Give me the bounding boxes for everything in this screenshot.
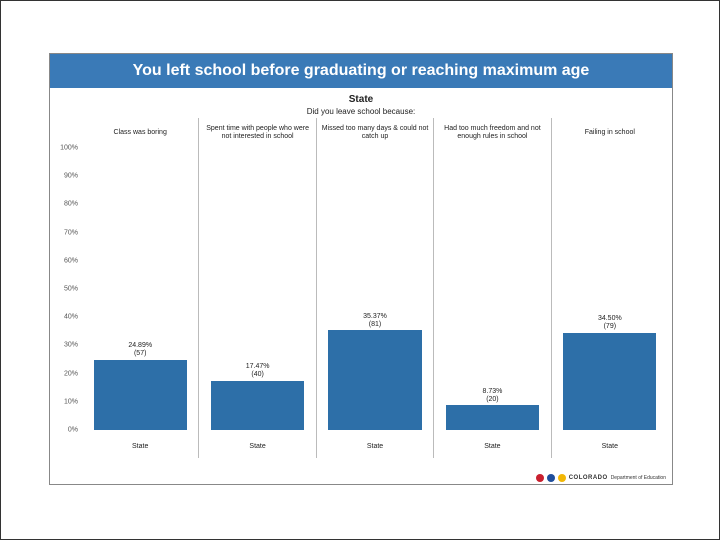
bar <box>211 381 304 430</box>
x-axis-label: State <box>552 443 668 450</box>
y-axis: 0%10%20%30%40%50%60%70%80%90%100% <box>50 148 82 430</box>
y-tick: 10% <box>64 398 78 405</box>
subtitle: State <box>50 88 672 107</box>
panel-header: Class was boring <box>84 118 196 148</box>
panel-plot: 34.50%(79) <box>552 148 668 430</box>
y-tick: 20% <box>64 370 78 377</box>
bar-value-label: 8.73%(20) <box>434 388 550 403</box>
chart-panel: Failing in school 34.50%(79) State <box>551 118 668 458</box>
page-title: You left school before graduating or rea… <box>133 62 590 79</box>
x-axis-label: State <box>199 443 315 450</box>
bar <box>328 330 421 430</box>
bar-value-label: 35.37%(81) <box>317 313 433 328</box>
y-tick: 100% <box>60 145 78 152</box>
bar <box>446 405 539 430</box>
chart-panel: Missed too many days & could not catch u… <box>316 118 433 458</box>
y-tick: 50% <box>64 286 78 293</box>
panels-container: Class was boring 24.89%(57) State Spent tim… <box>82 118 668 458</box>
panel-plot: 17.47%(40) <box>199 148 315 430</box>
y-tick: 60% <box>64 257 78 264</box>
question-text: Did you leave school because: <box>50 107 672 118</box>
x-axis-label: State <box>434 443 550 450</box>
chart-panel: Class was boring 24.89%(57) State <box>82 118 198 458</box>
y-tick: 40% <box>64 314 78 321</box>
panel-plot: 35.37%(81) <box>317 148 433 430</box>
logo-dot-red <box>536 474 544 482</box>
y-tick: 0% <box>68 427 78 434</box>
logo-dot-blue <box>547 474 555 482</box>
title-bar: You left school before graduating or rea… <box>50 54 672 88</box>
panel-plot: 24.89%(57) <box>82 148 198 430</box>
bar-value-label: 24.89%(57) <box>82 342 198 357</box>
x-axis-label: State <box>317 443 433 450</box>
bar <box>94 360 187 430</box>
footer-branding: COLORADO Department of Education <box>536 474 666 482</box>
bar <box>563 333 656 430</box>
footer-dept: Department of Education <box>611 475 666 481</box>
report-card: You left school before graduating or rea… <box>49 53 673 485</box>
footer-org: COLORADO <box>569 475 608 481</box>
bar-value-label: 34.50%(79) <box>552 315 668 330</box>
x-axis-label: State <box>82 443 198 450</box>
panel-header: Spent time with people who were not inte… <box>201 118 313 148</box>
chart-panel: Had too much freedom and not enough rule… <box>433 118 550 458</box>
y-tick: 90% <box>64 173 78 180</box>
y-tick: 70% <box>64 229 78 236</box>
chart-area: 0% 10% 20% 30% 40% 50% 60% 70% 80% 90% 100% Class … <box>50 118 672 458</box>
panel-header: Missed too many days & could not catch u… <box>319 118 431 148</box>
panel-header: Failing in school <box>554 118 666 148</box>
panel-plot: 8.73%(20) <box>434 148 550 430</box>
logo-dot-yellow <box>558 474 566 482</box>
y-tick: 80% <box>64 201 78 208</box>
chart-panel: Spent time with people who were not inte… <box>198 118 315 458</box>
bar-value-label: 17.47%(40) <box>199 363 315 378</box>
y-tick: 30% <box>64 342 78 349</box>
panel-header: Had too much freedom and not enough rule… <box>436 118 548 148</box>
